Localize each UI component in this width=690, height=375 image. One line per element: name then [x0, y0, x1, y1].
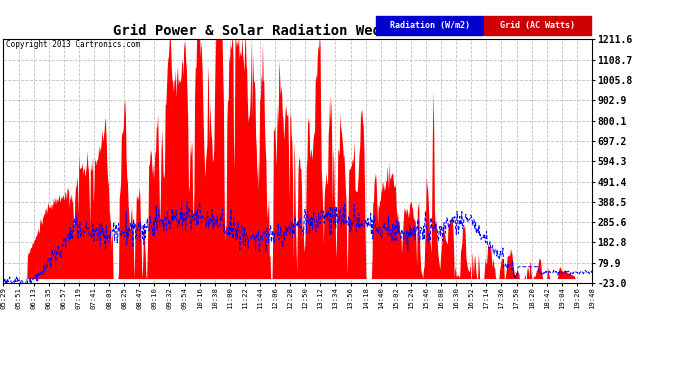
Text: Copyright 2013 Cartronics.com: Copyright 2013 Cartronics.com — [6, 40, 139, 49]
Title: Grid Power & Solar Radiation Wed Jul 3 20:31: Grid Power & Solar Radiation Wed Jul 3 2… — [113, 24, 482, 38]
Text: Radiation (W/m2): Radiation (W/m2) — [390, 21, 469, 30]
Text: Grid (AC Watts): Grid (AC Watts) — [500, 21, 575, 30]
